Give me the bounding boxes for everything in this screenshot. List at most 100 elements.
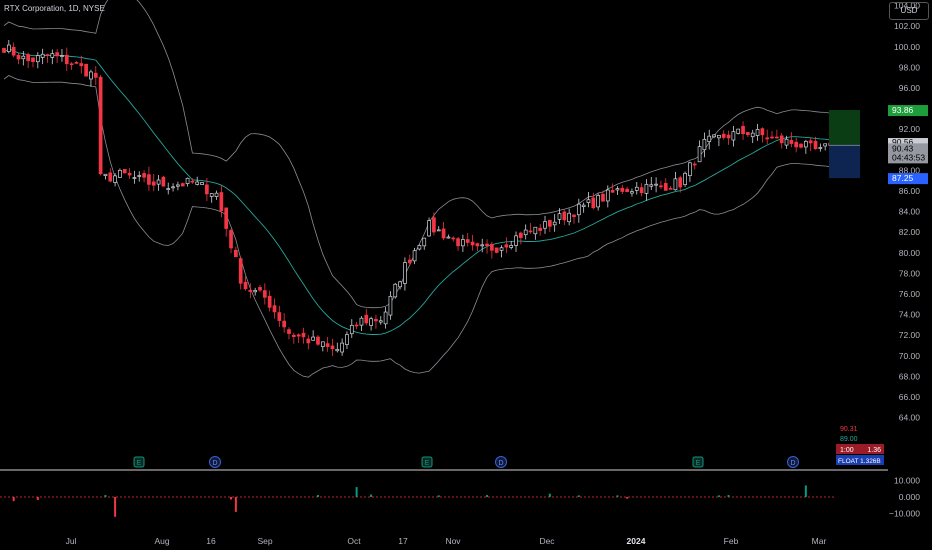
candle: [2, 47, 6, 53]
price-tick: 88.00: [899, 165, 921, 175]
price-tick: 64.00: [899, 413, 921, 423]
last-price-bg: [888, 143, 928, 164]
candle: [813, 140, 818, 150]
candle: [89, 71, 93, 80]
candle: [659, 185, 663, 188]
earnings-icon: [692, 456, 704, 468]
target-price-tag: 93.86: [892, 105, 914, 115]
stop-zone: [829, 145, 860, 179]
time-tick: 2024: [627, 536, 646, 546]
price-tick: 72.00: [899, 330, 921, 340]
candle: [151, 181, 156, 186]
price-tick: 82.00: [899, 227, 921, 237]
candle: [475, 243, 480, 247]
price-tick: 66.00: [899, 392, 921, 402]
candle: [26, 54, 31, 61]
candle: [132, 177, 137, 179]
earnings-marker[interactable]: E: [133, 456, 145, 468]
candle: [40, 53, 45, 58]
candle: [528, 230, 533, 233]
candle: [243, 281, 248, 290]
time-tick: 17: [398, 536, 408, 546]
candle: [176, 184, 180, 187]
dividend-marker[interactable]: D: [495, 456, 507, 468]
candle: [93, 72, 98, 78]
candle: [35, 55, 40, 63]
candle: [799, 143, 803, 148]
candle: [21, 55, 26, 60]
candle: [572, 214, 576, 217]
candle: [596, 195, 600, 208]
candle: [562, 211, 567, 221]
price-tick: 92.00: [899, 124, 921, 134]
candle: [190, 180, 195, 183]
candle: [461, 239, 465, 247]
candle: [490, 243, 494, 251]
dividend-marker[interactable]: D: [209, 456, 221, 468]
time-tick: Feb: [724, 536, 739, 546]
candle: [407, 259, 412, 263]
candle: [692, 163, 697, 166]
candle: [494, 247, 499, 253]
candle: [634, 186, 639, 191]
earnings-marker[interactable]: E: [421, 456, 433, 468]
event-label: E: [696, 460, 701, 467]
candle: [320, 341, 325, 347]
indicator-bar: [437, 495, 440, 497]
target-zone: [829, 110, 860, 146]
indicator-bar: [234, 497, 237, 512]
candle: [345, 334, 349, 345]
candle: [45, 54, 50, 56]
candle: [644, 183, 649, 194]
candle: [229, 230, 233, 249]
candle: [253, 290, 258, 293]
ratio-value: 1.36: [867, 447, 881, 454]
candle: [412, 250, 417, 262]
indicator-bar: [355, 487, 358, 497]
candle: [639, 187, 644, 194]
indicator-bar: [804, 485, 807, 497]
candle: [702, 139, 707, 151]
candle: [601, 193, 605, 202]
currency-button[interactable]: USD: [889, 2, 929, 20]
candle: [224, 207, 229, 229]
candle: [755, 129, 760, 136]
candle: [354, 324, 359, 327]
indicator-bar: [616, 495, 619, 497]
candle: [330, 345, 335, 350]
ratio-bg: [836, 444, 884, 454]
candle: [11, 46, 16, 56]
candle: [485, 243, 489, 247]
price-tick: 100.00: [894, 42, 920, 52]
candle: [649, 184, 654, 187]
candle: [296, 334, 301, 337]
candle: [557, 213, 562, 220]
candle: [470, 241, 475, 246]
candle: [325, 343, 330, 347]
candle: [316, 336, 320, 345]
candle: [234, 249, 238, 258]
candle: [398, 281, 402, 288]
candle: [818, 147, 823, 149]
candle: [538, 227, 543, 231]
candle: [209, 193, 214, 197]
ratio-label: 1:00: [840, 447, 854, 454]
candle: [775, 136, 779, 139]
indicator-bar: [36, 497, 39, 500]
earnings-marker[interactable]: E: [692, 456, 704, 468]
candle: [69, 63, 74, 66]
candle: [620, 187, 625, 192]
candle: [567, 212, 572, 223]
candle: [282, 320, 287, 328]
dividend-marker[interactable]: D: [787, 456, 799, 468]
candle: [171, 186, 175, 189]
candle: [185, 177, 190, 184]
candle: [340, 342, 344, 353]
basis-line: [3, 48, 831, 335]
candle: [750, 132, 755, 138]
time-tick: 16: [206, 536, 216, 546]
candle: [823, 143, 828, 147]
chart-title: RTX Corporation, 1D, NYSE: [4, 4, 105, 13]
